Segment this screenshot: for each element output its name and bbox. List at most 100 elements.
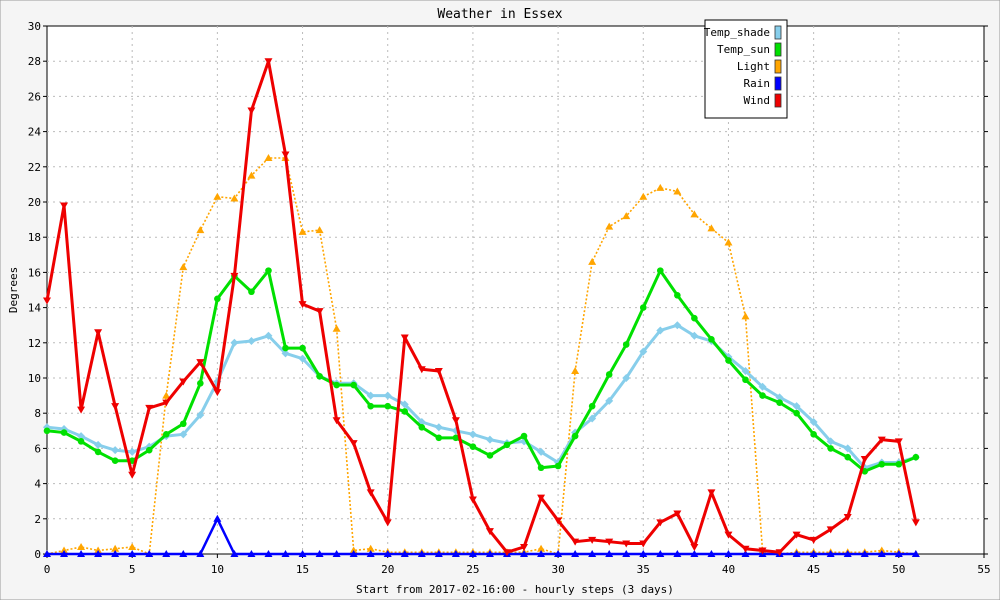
legend-swatch	[774, 76, 782, 91]
data-point-temp-sun	[179, 420, 187, 428]
data-point-light	[298, 227, 307, 235]
data-point-wind	[520, 543, 529, 551]
data-point-temp-sun	[639, 304, 647, 311]
data-point-temp-sun	[537, 464, 545, 472]
data-point-temp-sun	[401, 408, 409, 415]
data-point-temp-shade	[128, 447, 137, 456]
y-tick-label: 26	[28, 90, 41, 103]
data-point-temp-sun	[77, 438, 85, 445]
chart-title: Weather in Essex	[437, 7, 562, 22]
data-point-temp-shade	[111, 446, 120, 455]
data-point-temp-shade	[77, 432, 86, 441]
data-point-wind	[826, 526, 835, 534]
legend-swatch	[774, 25, 782, 40]
data-point-wind	[690, 543, 699, 551]
data-point-rain	[298, 550, 307, 557]
data-point-wind	[281, 151, 290, 159]
data-point-rain	[656, 550, 665, 557]
data-point-light	[332, 324, 341, 332]
data-point-rain	[332, 550, 341, 557]
legend-swatch	[774, 42, 782, 57]
y-axis-label: Degrees	[7, 267, 20, 313]
data-point-temp-shade	[247, 337, 256, 346]
data-point-wind	[554, 517, 563, 525]
data-point-rain	[571, 550, 580, 557]
data-point-light	[230, 194, 239, 202]
data-point-temp-shade	[588, 414, 597, 423]
data-point-rain	[230, 550, 239, 557]
legend-label: Wind	[744, 94, 771, 107]
data-point-temp-shade	[792, 402, 801, 411]
data-point-temp-sun	[367, 402, 374, 410]
data-point-temp-sun	[503, 441, 511, 449]
data-point-light	[94, 546, 103, 554]
data-point-temp-shade	[639, 347, 648, 356]
data-point-light	[741, 312, 750, 320]
grid	[47, 26, 984, 554]
data-point-temp-sun	[162, 431, 170, 438]
data-point-wind	[741, 545, 750, 553]
data-point-light	[724, 238, 733, 246]
data-point-temp-sun	[622, 341, 630, 348]
legend-swatch	[774, 93, 782, 108]
data-point-temp-shade	[383, 391, 392, 400]
series-line-temp-shade	[46, 323, 917, 470]
data-point-rain	[639, 550, 648, 557]
data-point-light	[588, 257, 597, 265]
data-point-temp-sun	[333, 381, 340, 389]
data-point-light	[673, 187, 682, 195]
data-point-wind	[128, 471, 137, 479]
x-tick-label: 20	[381, 563, 394, 576]
data-point-rain	[417, 550, 426, 557]
data-point-temp-sun	[350, 381, 357, 389]
data-point-temp-sun	[384, 402, 392, 410]
data-point-temp-sun	[674, 291, 681, 299]
data-point-light	[877, 546, 886, 554]
data-point-wind	[434, 367, 443, 375]
data-point-temp-shade	[366, 391, 375, 400]
y-tick-label: 2	[34, 513, 41, 526]
data-point-wind	[809, 536, 818, 544]
data-point-rain	[94, 550, 103, 557]
data-point-temp-shade	[230, 338, 239, 347]
data-point-wind	[349, 440, 358, 448]
data-point-temp-shade	[758, 382, 767, 391]
data-point-rain	[843, 550, 852, 557]
data-point-wind	[77, 406, 86, 414]
y-tick-label: 4	[34, 478, 41, 491]
data-point-wind	[162, 399, 171, 407]
data-point-wind	[537, 494, 546, 502]
data-point-temp-sun	[145, 446, 153, 454]
data-point-wind	[656, 519, 665, 527]
data-point-light	[571, 366, 580, 374]
data-point-temp-sun	[588, 402, 596, 410]
data-point-temp-sun	[265, 267, 272, 274]
data-point-wind	[366, 489, 375, 497]
data-point-wind	[383, 519, 392, 527]
data-point-light	[162, 391, 171, 399]
data-point-light	[128, 542, 137, 550]
data-point-temp-shade	[775, 393, 784, 402]
data-point-temp-shade	[485, 435, 494, 444]
data-point-rain	[434, 550, 443, 557]
data-point-rain	[145, 550, 154, 557]
data-point-light	[639, 192, 648, 200]
data-point-temp-sun	[691, 314, 698, 322]
data-point-rain	[792, 550, 801, 557]
data-point-light	[537, 544, 546, 552]
data-point-temp-shade	[605, 396, 614, 405]
data-point-rain	[247, 550, 256, 557]
data-point-temp-shade	[741, 366, 750, 375]
data-point-temp-shade	[843, 444, 852, 453]
data-point-wind	[860, 455, 869, 463]
data-point-rain	[366, 550, 375, 557]
data-point-wind	[111, 403, 120, 411]
data-point-temp-sun	[554, 462, 562, 470]
x-tick-label: 30	[551, 563, 564, 576]
data-point-temp-shade	[537, 447, 546, 456]
data-point-wind	[792, 531, 801, 539]
data-point-temp-sun	[316, 372, 323, 380]
data-point-rain	[196, 550, 205, 557]
y-tick-label: 14	[28, 302, 42, 315]
